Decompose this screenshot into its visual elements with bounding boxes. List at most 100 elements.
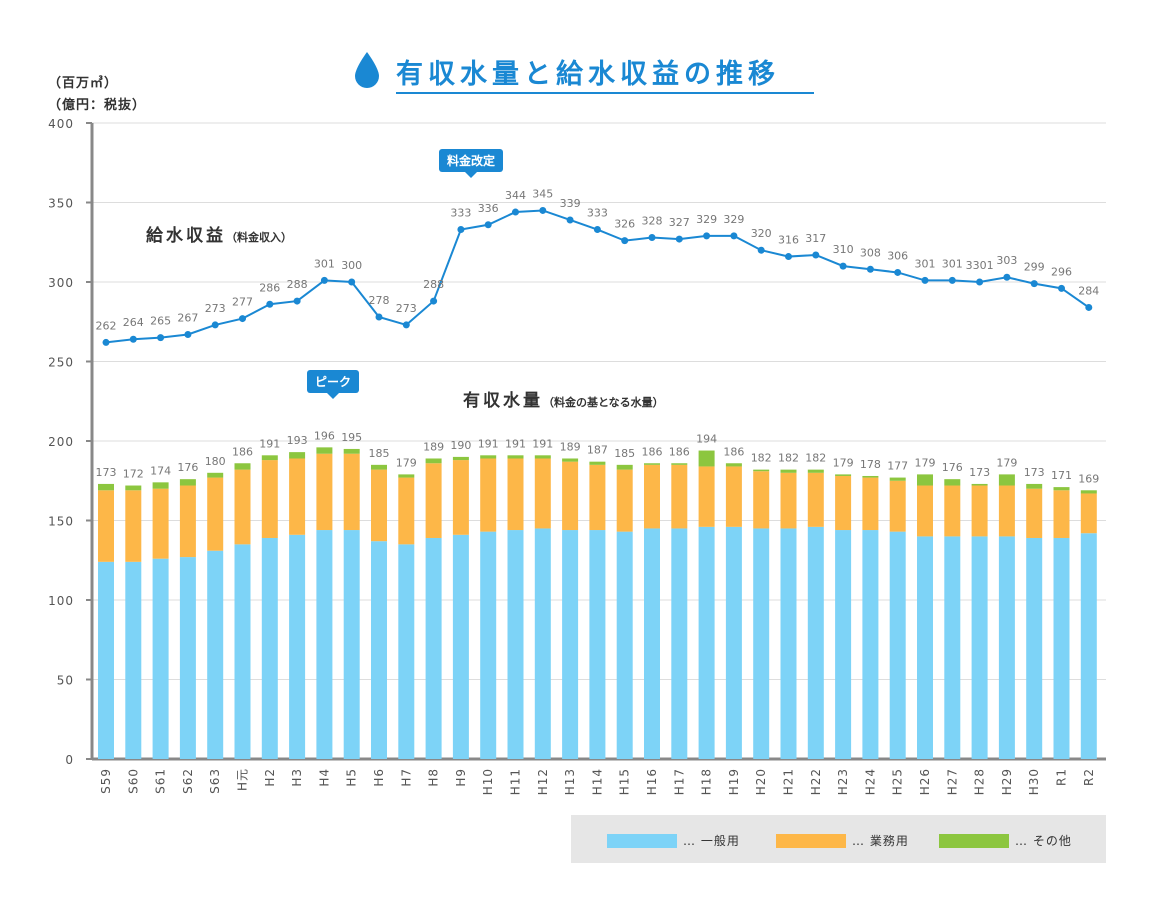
bar-total-label: 191 (478, 437, 499, 450)
bar-segment-other (1080, 490, 1097, 494)
bar-total-label: 172 (123, 468, 144, 481)
revenue-point-label: 303 (996, 254, 1017, 267)
bar-total-label: 180 (205, 455, 226, 468)
bar-segment-general (207, 550, 224, 759)
revenue-point-label: 3301 (966, 259, 994, 272)
bar-segment-business (998, 485, 1015, 537)
peak-text: ピーク (315, 375, 352, 389)
revenue-point (1058, 284, 1065, 292)
x-tick-label: H22 (809, 768, 823, 795)
revenue-point-label: 336 (478, 202, 499, 215)
bar-segment-general (562, 530, 579, 759)
bar-total-label: 182 (805, 452, 826, 465)
revenue-point (593, 226, 601, 234)
revenue-point-label: 306 (887, 249, 908, 262)
bar-segment-other (179, 479, 196, 486)
bar-segment-other (452, 456, 469, 461)
revenue-point (757, 246, 765, 254)
x-tick-label: R2 (1082, 768, 1096, 786)
legend-swatch-business (776, 833, 846, 848)
bar-segment-business (862, 477, 879, 531)
bar-segment-other (480, 455, 497, 459)
bar-segment-business (644, 464, 660, 529)
bar-segment-business (261, 460, 278, 538)
bar-segment-general (671, 528, 688, 759)
x-tick-label: H20 (754, 768, 768, 795)
x-tick-label: H12 (536, 768, 550, 795)
bar-segment-other (862, 475, 879, 478)
bar-segment-general (644, 528, 660, 759)
revenue-point-label: 344 (505, 189, 526, 202)
bar-segment-general (371, 541, 387, 759)
bar-segment-general (1053, 537, 1070, 759)
revenue-point (894, 268, 902, 276)
bar-segment-other (971, 483, 988, 486)
bar-segment-other (807, 469, 824, 473)
bar-segment-other (698, 450, 715, 467)
revenue-point (730, 232, 738, 240)
bar-segment-general (425, 537, 442, 759)
revenue-series-name: 給水収益 (146, 226, 226, 246)
bar-segment-other (1053, 487, 1070, 491)
revenue-point (566, 216, 574, 224)
bar-total-label: 191 (505, 437, 526, 450)
revenue-point (293, 297, 301, 305)
bar-total-label: 189 (423, 440, 444, 453)
bar-segment-general (234, 544, 251, 759)
revenue-point (812, 251, 820, 259)
revenue-point-label: 301 (915, 257, 936, 270)
bar-segment-business (616, 469, 633, 532)
revenue-point (839, 262, 847, 270)
price-revision-text: 料金改定 (447, 154, 496, 168)
x-tick-label: H18 (700, 768, 714, 795)
bar-segment-other (98, 483, 114, 491)
bar-segment-general (507, 530, 524, 759)
bar-segment-general (398, 544, 415, 759)
bar-segment-business (179, 485, 196, 558)
volume-series-name: 有収水量 (463, 391, 543, 411)
x-tick-label: H6 (372, 768, 386, 787)
price-revision-callout: 料金改定 (439, 149, 504, 178)
peak-callout: ピーク (307, 370, 360, 399)
revenue-point (129, 335, 137, 343)
legend-swatch-other (939, 833, 1009, 848)
bar-total-label: 173 (1024, 466, 1045, 479)
bar-segment-business (725, 466, 742, 527)
revenue-point-label: 327 (669, 216, 690, 229)
bar-segment-general (289, 534, 306, 759)
x-tick-label: H元 (236, 768, 250, 791)
revenue-point-label: 273 (205, 302, 226, 315)
legend-item-other: … その他 (939, 832, 1072, 849)
revenue-point (703, 232, 711, 240)
x-tick-label: S61 (154, 768, 168, 794)
bar-segment-other (944, 479, 961, 486)
revenue-point (457, 226, 465, 234)
bar-segment-business (753, 471, 770, 529)
bar-total-label: 178 (860, 458, 881, 471)
bar-segment-business (289, 458, 306, 535)
bar-total-label: 185 (369, 447, 390, 460)
revenue-point (512, 208, 519, 216)
y-tick-label: 400 (48, 117, 74, 131)
revenue-point-label: 329 (696, 213, 717, 226)
legend-item-business: … 業務用 (776, 832, 909, 849)
x-tick-label: S62 (181, 768, 195, 794)
bar-segment-business (889, 480, 906, 532)
revenue-point-label: 296 (1051, 265, 1072, 278)
bar-segment-general (971, 536, 988, 759)
revenue-point-label: 328 (642, 214, 663, 227)
bar-segment-general (152, 558, 169, 759)
x-tick-label: H5 (345, 768, 359, 787)
revenue-point-label: 345 (532, 187, 553, 200)
bar-total-label: 176 (942, 461, 963, 474)
revenue-point-label: 333 (450, 207, 471, 220)
bar-total-label: 186 (642, 445, 663, 458)
bar-segment-business (698, 466, 715, 527)
revenue-point (484, 221, 492, 229)
x-tick-label: H29 (1000, 768, 1014, 795)
bar-segment-general (944, 536, 961, 759)
unit-revenue-label: （億円：税抜） (48, 98, 147, 113)
bar-segment-business (507, 458, 524, 531)
x-tick-label: H4 (317, 768, 331, 787)
